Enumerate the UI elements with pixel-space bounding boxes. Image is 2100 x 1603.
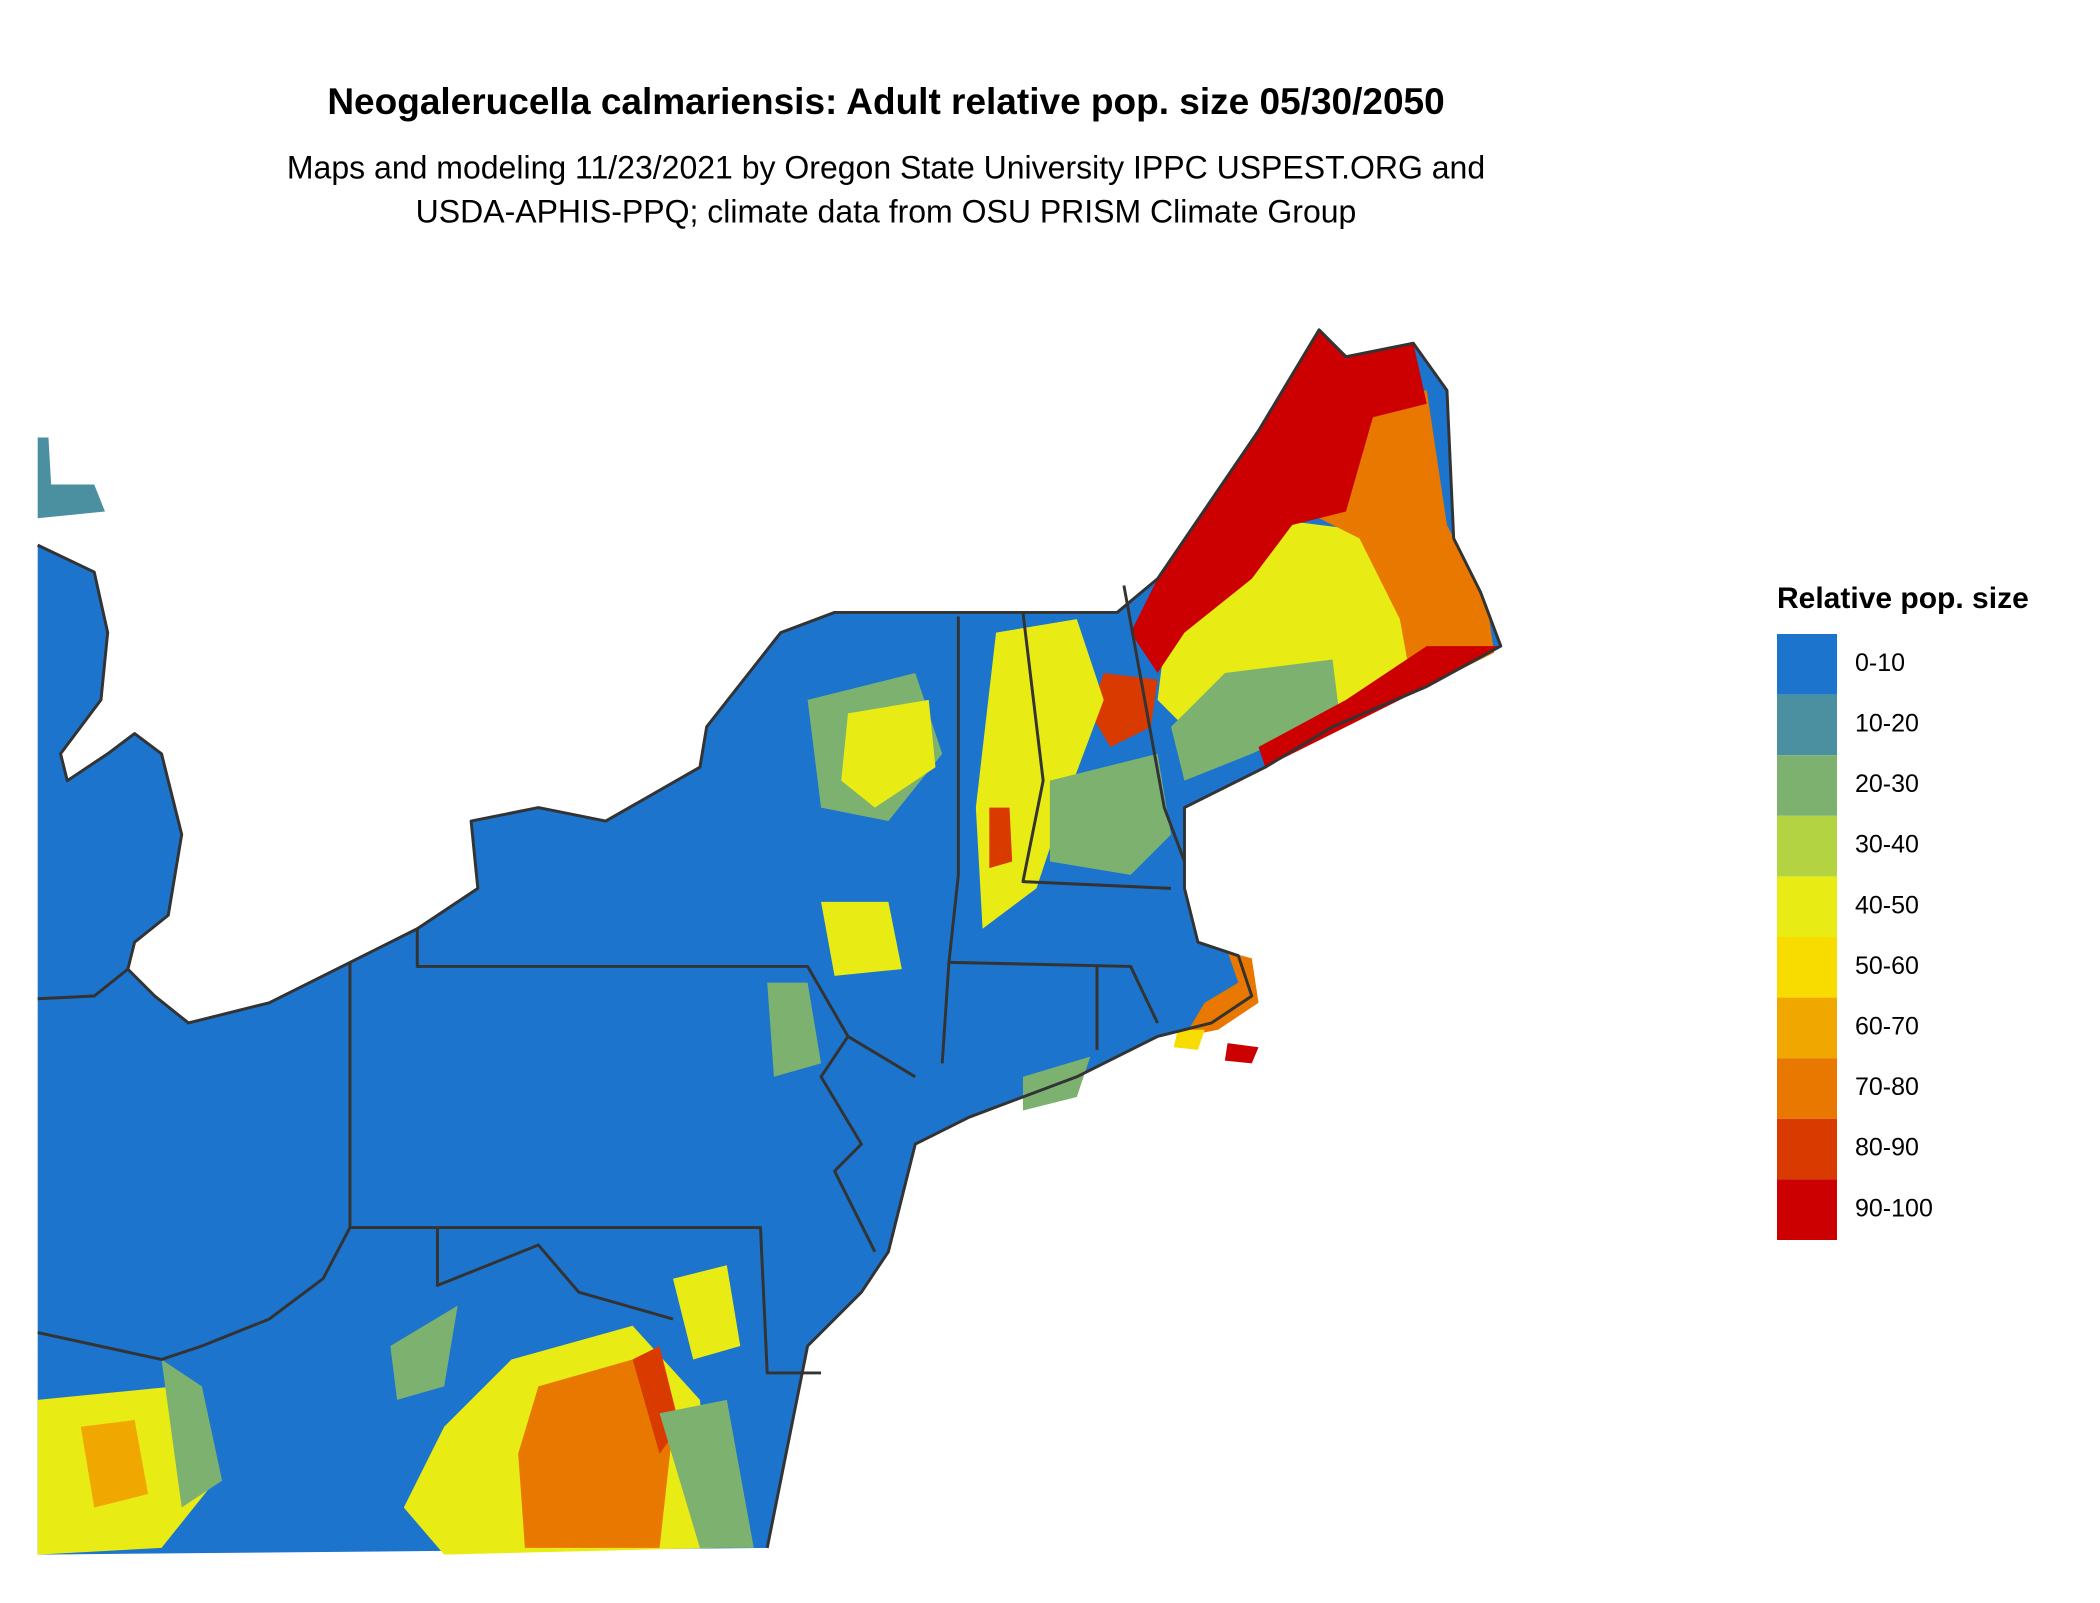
legend-swatch [1777,1058,1837,1119]
zone-green [1171,659,1340,781]
legend-swatch [1777,997,1837,1059]
map-subtitle: USDA-APHIS-PPQ; climate data from OSU PR… [416,193,1357,229]
zone-yellow [841,699,936,808]
zone-red [989,807,1013,869]
state-border [415,928,917,1079]
state-border [819,1035,877,1253]
legend-swatch [1777,694,1837,756]
land [37,437,105,519]
state-border [37,967,129,1001]
legend-swatch [1777,755,1837,816]
legend-label: 70-80 [1855,1073,1919,1101]
legend-title: Relative pop. size [1777,582,2029,615]
zone-orange [80,1420,149,1508]
zone-green [659,1399,754,1548]
zone-yellow [1173,1029,1205,1050]
legend-swatch [1777,1179,1837,1240]
zone-red [1130,329,1427,673]
state-border [37,1226,352,1361]
zone-red [1224,1043,1259,1064]
legend-label: 80-90 [1855,1134,1919,1162]
legend-label: 90-100 [1855,1194,1933,1222]
legend-swatch [1777,937,1837,998]
legend-label: 10-20 [1855,710,1919,738]
legend-swatch [1777,1118,1837,1180]
zone-yellow [821,901,902,976]
zone-green [161,1359,223,1508]
legend-label: 60-70 [1855,1013,1919,1041]
zone-yellow [673,1265,741,1360]
legend-swatch [1777,815,1837,877]
state-border [1021,612,1172,890]
zone-orange [1184,951,1259,1037]
legend-swatch [1777,634,1837,695]
legend-label: 0-10 [1855,649,1905,677]
state-border [1122,585,1186,862]
state-border [435,1227,674,1321]
map-title: Neogalerucella calmariensis: Adult relat… [327,81,1444,122]
zone-green [767,982,822,1077]
state-border [948,960,1159,1024]
legend-label: 20-30 [1855,770,1919,798]
legend-label: 50-60 [1855,952,1919,980]
state-border [348,962,822,1375]
zone-green [1049,753,1172,875]
map [37,328,1503,1555]
state-border [940,616,960,1064]
legend-swatch [1777,876,1837,937]
legend: 0-10 10-20 20-30 30-40 40-50 50-60 60-70 70-80 8… [1777,634,1933,1240]
coastline [37,328,1503,1549]
map-subtitle: Maps and modeling 11/23/2021 by Oregon S… [287,149,1485,185]
legend-label: 30-40 [1855,831,1919,859]
zone-red [1090,673,1158,748]
zone-green [390,1305,458,1400]
legend-label: 40-50 [1855,891,1919,919]
zone-orange [518,1359,673,1548]
